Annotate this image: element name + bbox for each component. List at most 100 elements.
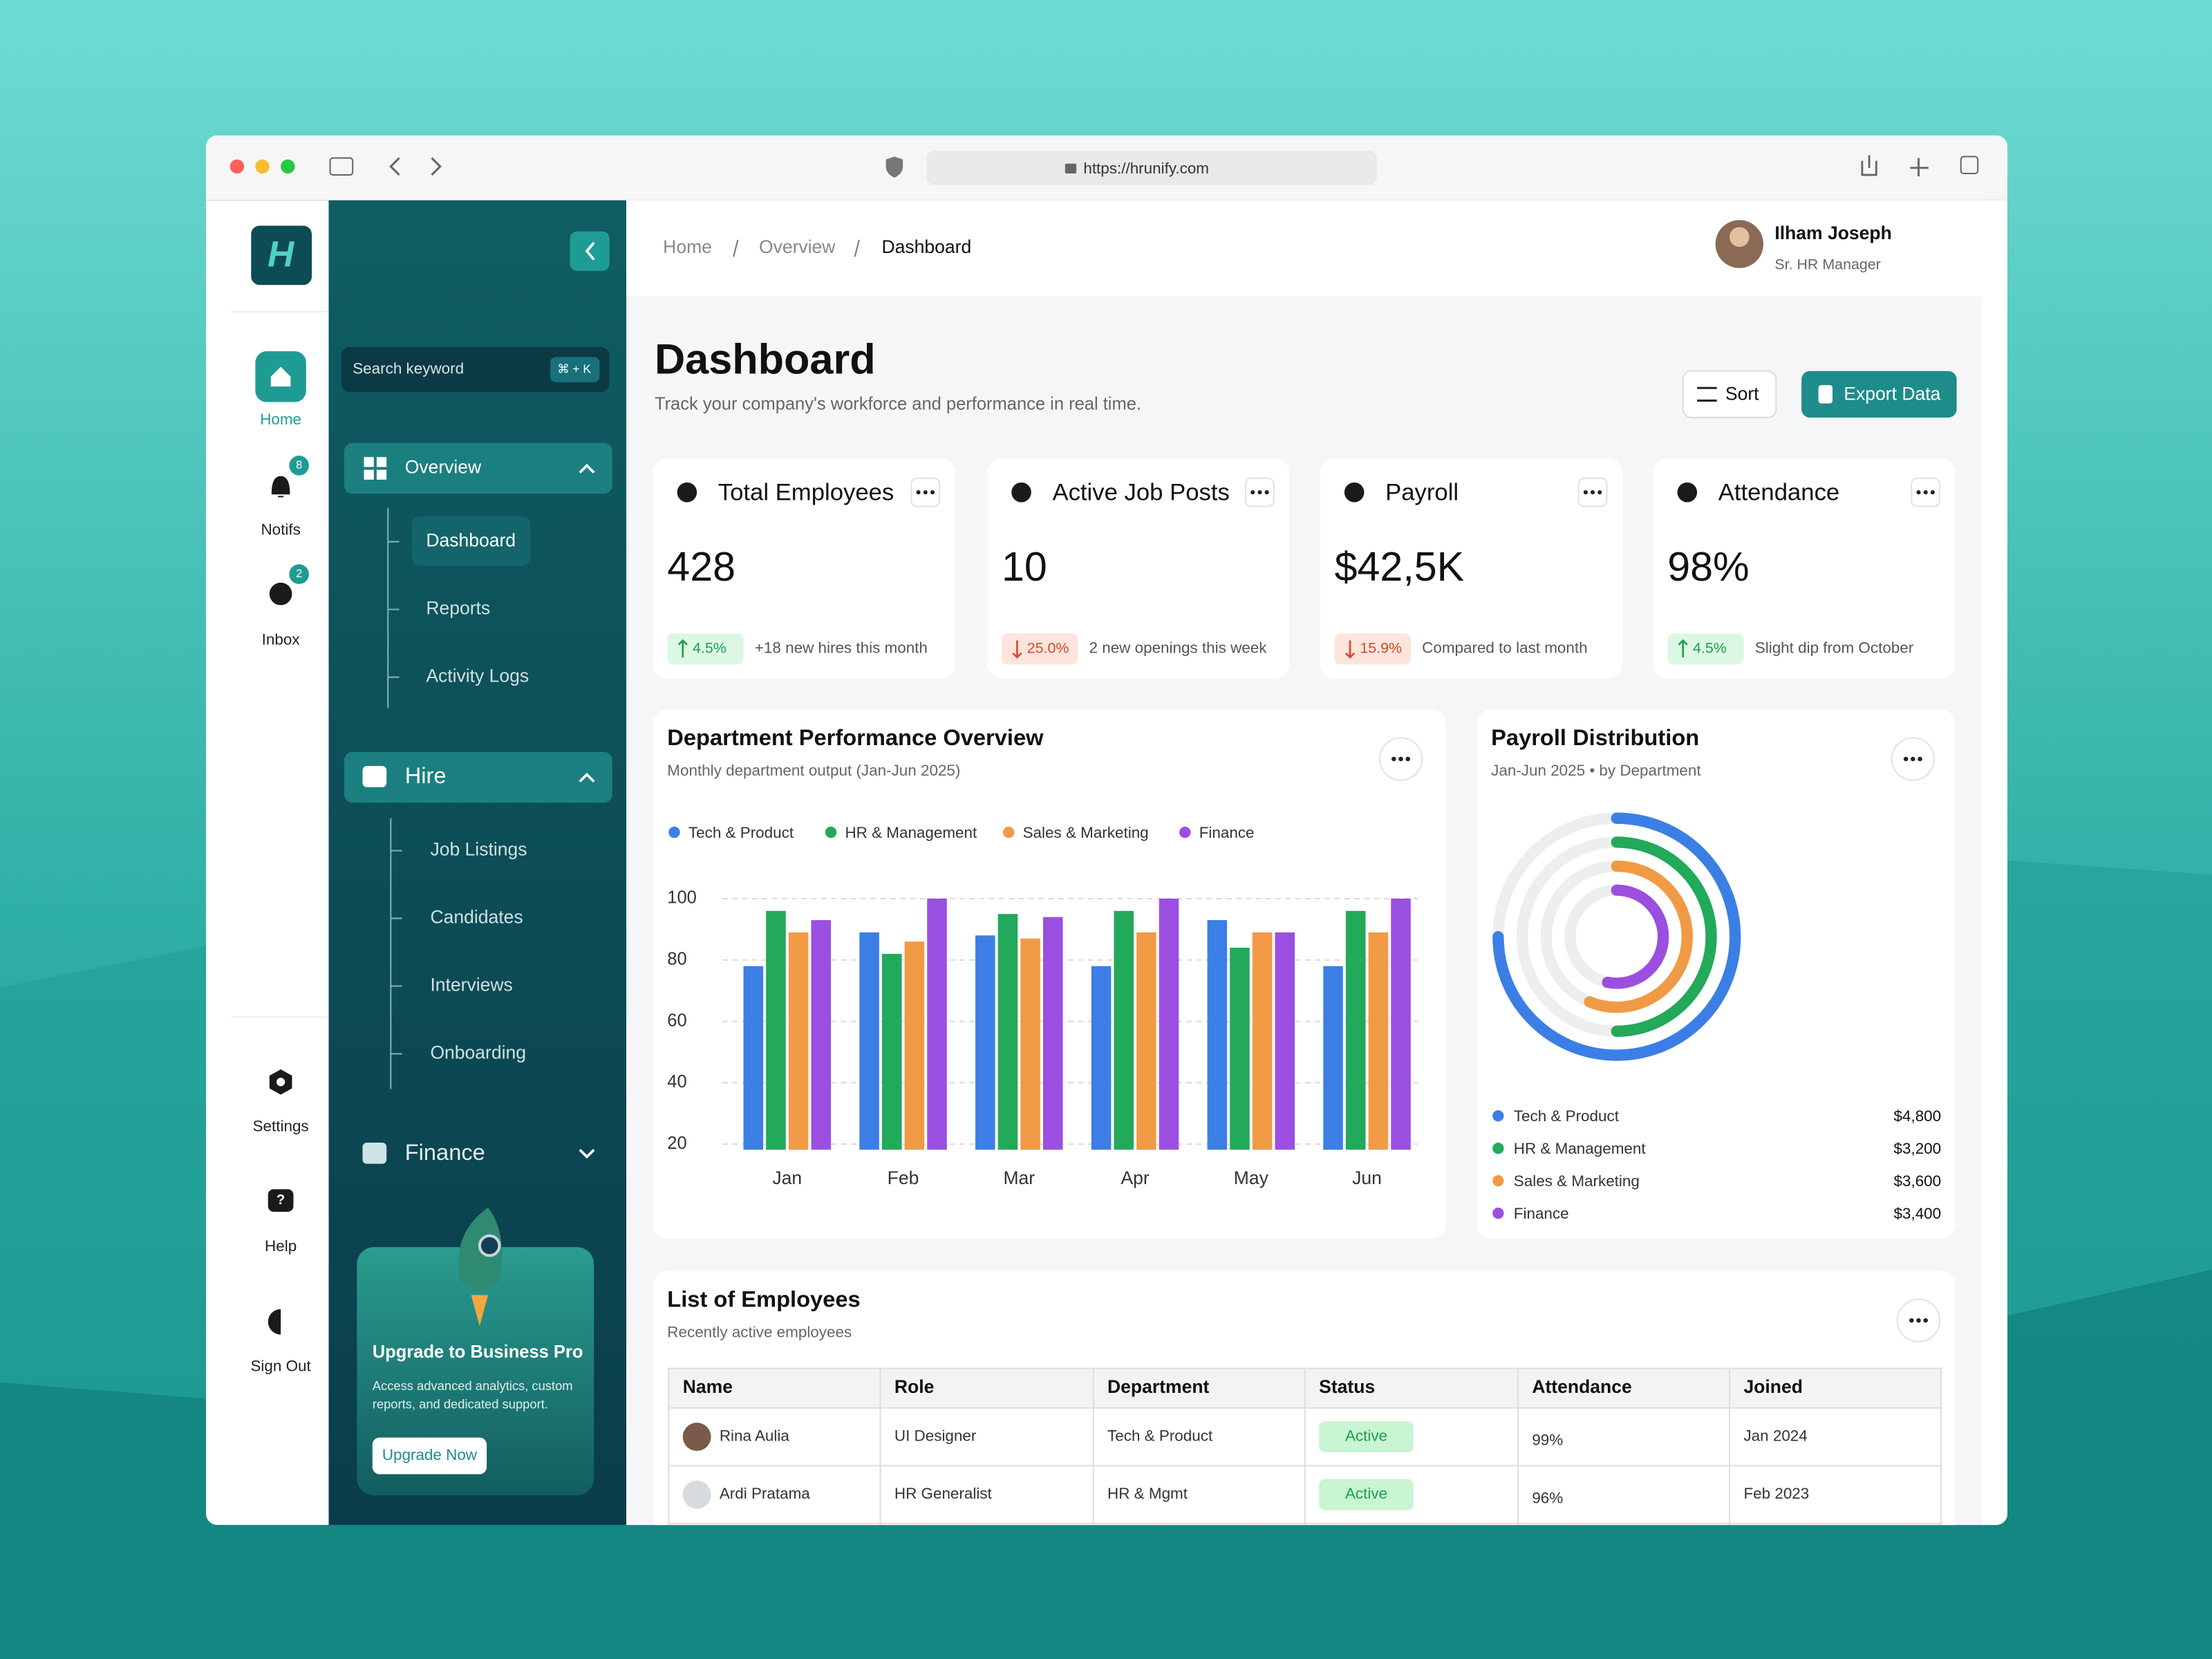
dot	[916, 490, 921, 495]
change-value: 15.9%	[1360, 639, 1402, 656]
breadcrumb-sep	[733, 239, 860, 257]
dot	[1583, 490, 1588, 495]
dot	[1405, 756, 1411, 762]
hire-pill[interactable]	[344, 751, 612, 803]
shortcut: ⌘ + K	[557, 362, 591, 375]
x-tick-label: Mar	[1003, 1168, 1035, 1188]
chevron[interactable]	[579, 772, 595, 782]
chevron[interactable]	[579, 1148, 595, 1159]
dot	[1911, 756, 1915, 762]
chevron[interactable]	[579, 463, 595, 474]
upgrade-button[interactable]	[372, 1437, 487, 1474]
nav-item: Job Listings	[430, 839, 527, 860]
collapse-button[interactable]	[570, 231, 610, 271]
column-header: Role	[894, 1376, 934, 1397]
url: https://hrunify.com	[1083, 160, 1209, 177]
export-icon	[1818, 385, 1833, 404]
cell: HR Generalist	[894, 1485, 993, 1502]
change-badge	[1667, 633, 1744, 665]
logo[interactable]	[251, 225, 312, 285]
nav-group: Finance	[405, 1139, 485, 1165]
chart-subtitle: Monthly department output (Jan-Jun 2025)	[667, 762, 960, 779]
active-item[interactable]	[411, 516, 531, 566]
sort-icon	[1697, 386, 1717, 402]
sort-button[interactable]	[1682, 370, 1777, 419]
lock	[1065, 163, 1077, 174]
rocket-flame	[471, 1295, 489, 1327]
close[interactable]	[229, 159, 245, 174]
tree-ticks	[391, 850, 402, 1055]
inbox-icon[interactable]	[269, 582, 292, 606]
rail-label: Help	[265, 1237, 297, 1255]
bar	[1275, 932, 1295, 1150]
bar	[1114, 910, 1134, 1150]
shield	[885, 156, 903, 178]
legend-dot	[825, 826, 837, 838]
stat-note: +18 new hires this month	[755, 639, 928, 657]
stat-card	[653, 458, 955, 679]
minimize[interactable]	[255, 159, 270, 174]
nav-item: Activity Logs	[426, 666, 529, 686]
status-badge	[1319, 1421, 1414, 1453]
column-header: Department	[1107, 1376, 1210, 1397]
export-label: Export Data	[1844, 383, 1940, 404]
cell: Active	[1345, 1427, 1387, 1444]
change-arrow	[1012, 640, 1022, 659]
browser-window: H ? https://hrunify.com Home Notifs 8 Inbox 2…	[205, 135, 2008, 1526]
bar	[1345, 910, 1366, 1150]
export-button[interactable]	[1801, 371, 1957, 418]
bar	[743, 966, 764, 1150]
nav-item: Reports	[426, 598, 490, 619]
tabs[interactable]	[1960, 156, 1979, 175]
user-name: Ilham Joseph	[1774, 223, 1891, 243]
scrollbar	[1982, 200, 2008, 1526]
signout-icon[interactable]	[268, 1309, 281, 1335]
page-title: Dashboard	[655, 336, 876, 383]
help-icon[interactable]	[268, 1189, 294, 1212]
overview-pill[interactable]	[344, 442, 612, 494]
stat-title: Payroll	[1385, 479, 1459, 505]
hire-icon	[362, 766, 387, 787]
cell: UI Designer	[894, 1427, 977, 1444]
stat-icon	[1677, 482, 1698, 503]
chart-title: Department Performance Overview	[667, 724, 1044, 750]
bar	[1207, 920, 1228, 1150]
breadcrumb: Overview	[759, 236, 836, 257]
stat-note: Slight dip from October	[1755, 639, 1914, 657]
ring-arc	[1492, 812, 1741, 1061]
dot	[1916, 1318, 1921, 1323]
column-header: Status	[1319, 1376, 1375, 1397]
table-subtitle: Recently active employees	[667, 1323, 852, 1340]
maximize[interactable]	[281, 159, 295, 174]
bar	[766, 910, 786, 1150]
legend-dot	[1179, 826, 1191, 838]
y-tick-label: 20	[667, 1134, 686, 1153]
promo-text: reports, and dedicated support.	[373, 1396, 548, 1411]
chart-card	[1477, 709, 1956, 1239]
url-bar[interactable]	[926, 151, 1377, 185]
finance-icon	[362, 1143, 387, 1164]
rail-label: Notifs	[261, 521, 300, 538]
x-tick-label: Jan	[772, 1168, 802, 1188]
column-header: Joined	[1743, 1376, 1802, 1397]
page-subtitle: Track your company's workforce and perfo…	[655, 394, 1141, 413]
legend-value: $4,800	[1894, 1107, 1942, 1125]
legend-label: Tech & Product	[688, 824, 794, 841]
dot	[1916, 490, 1921, 495]
nav-group: Overview	[405, 457, 482, 478]
search-box[interactable]	[341, 347, 610, 393]
badge	[289, 456, 309, 476]
nav-arrows[interactable]	[389, 157, 442, 176]
dot	[1250, 490, 1255, 495]
browser-actions[interactable]	[1861, 155, 1929, 177]
sidebar-toggle[interactable]	[329, 157, 354, 176]
promo-button: Upgrade Now	[382, 1446, 478, 1463]
promo-text: Access advanced analytics, custom	[373, 1378, 573, 1393]
bell[interactable]	[271, 476, 290, 498]
change-arrow	[677, 639, 688, 658]
cell: Tech & Product	[1107, 1427, 1213, 1444]
collapse-glyph	[585, 241, 595, 261]
logo-mark: H	[268, 234, 295, 274]
cell: 99%	[1532, 1432, 1563, 1449]
